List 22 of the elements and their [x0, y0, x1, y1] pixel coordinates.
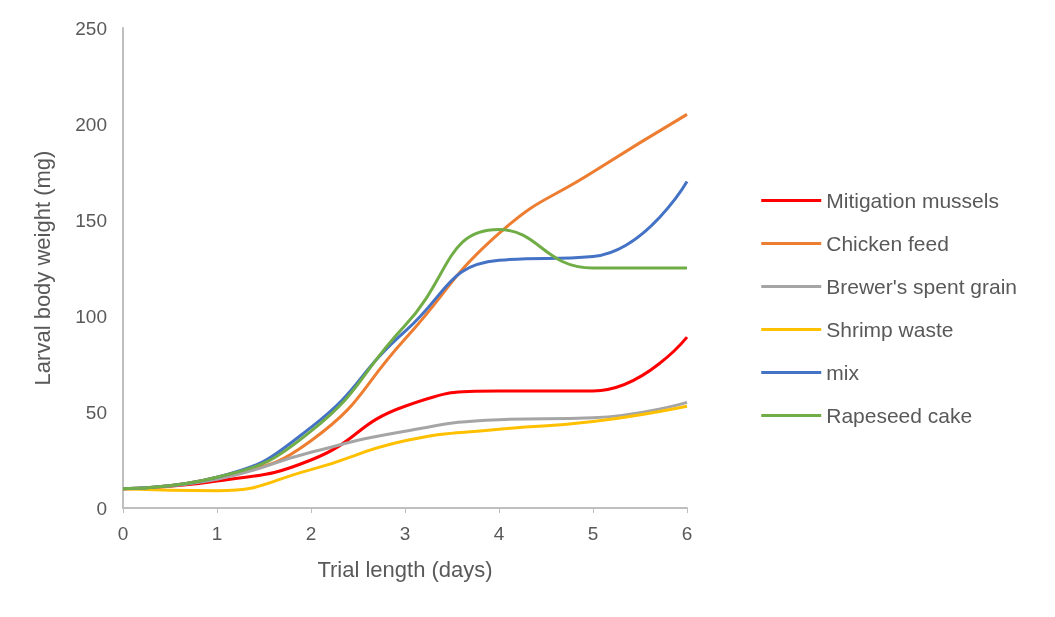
y-tick-label: 200 [75, 113, 107, 135]
y-tick-label: 250 [75, 17, 107, 39]
x-tick-label: 3 [399, 523, 411, 544]
x-axis-title: Trial length (days) [317, 556, 493, 582]
legend-label: mix [826, 361, 860, 384]
y-tick-label: 100 [75, 305, 107, 327]
x-tick-label: 0 [117, 523, 129, 544]
y-tick-label: 150 [75, 209, 107, 231]
legend-label: Shrimp waste [826, 318, 954, 341]
x-tick-label: 5 [587, 523, 599, 544]
y-tick-label: 0 [96, 497, 107, 519]
y-tick-label: 50 [85, 401, 107, 423]
legend-label: Rapeseed cake [826, 404, 973, 427]
line-series [121, 228, 689, 491]
legend-label: Chicken feed [826, 232, 949, 255]
y-axis-title: Larval body weight (mg) [29, 150, 55, 386]
x-tick-label: 2 [305, 523, 317, 544]
legend-label: Brewer's spent grain [826, 275, 1017, 298]
legend-label: Mitigation mussels [826, 189, 999, 212]
x-tick-label: 1 [211, 523, 223, 544]
x-tick-label: 4 [493, 523, 505, 544]
x-tick-label: 6 [681, 523, 693, 544]
